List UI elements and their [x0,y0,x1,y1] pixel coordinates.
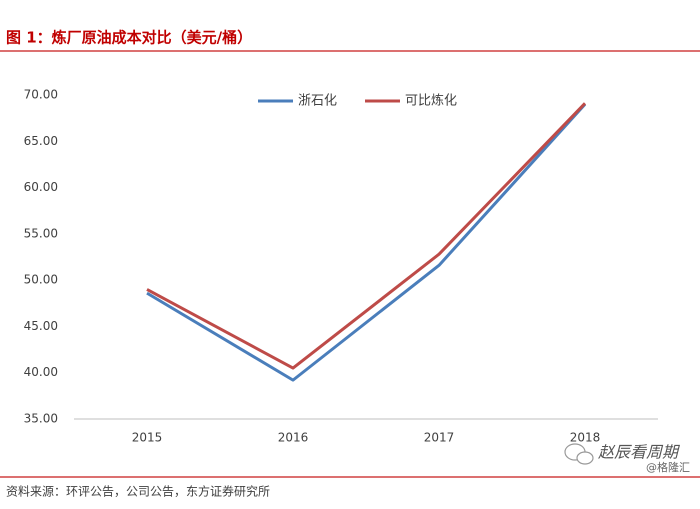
y-tick-label: 35.00 [24,412,58,426]
chart-title: 图 1：炼厂原油成本对比（美元/桶） [6,29,252,47]
watermark-sub: @格隆汇 [646,460,690,474]
y-tick-label: 50.00 [24,273,58,287]
legend-label: 浙石化 [298,94,337,109]
series-line [146,103,587,382]
x-tick-label: 2016 [278,431,309,445]
y-tick-label: 55.00 [24,226,58,240]
watermark: 赵辰看周期 [598,443,680,462]
y-tick-label: 70.00 [24,88,58,102]
y-tick-label: 65.00 [24,134,58,148]
watermark-icon [564,443,594,465]
x-tick-label: 2017 [424,431,455,445]
series-line [146,102,587,370]
source-note: 资料来源：环评公告，公司公告，东方证券研究所 [6,484,270,499]
x-tick-label: 2018 [570,431,601,445]
legend-label: 可比炼化 [405,94,457,109]
y-tick-label: 45.00 [24,319,58,333]
x-tick-label: 2015 [132,431,163,445]
y-tick-label: 40.00 [24,365,58,379]
y-tick-label: 60.00 [24,180,58,194]
